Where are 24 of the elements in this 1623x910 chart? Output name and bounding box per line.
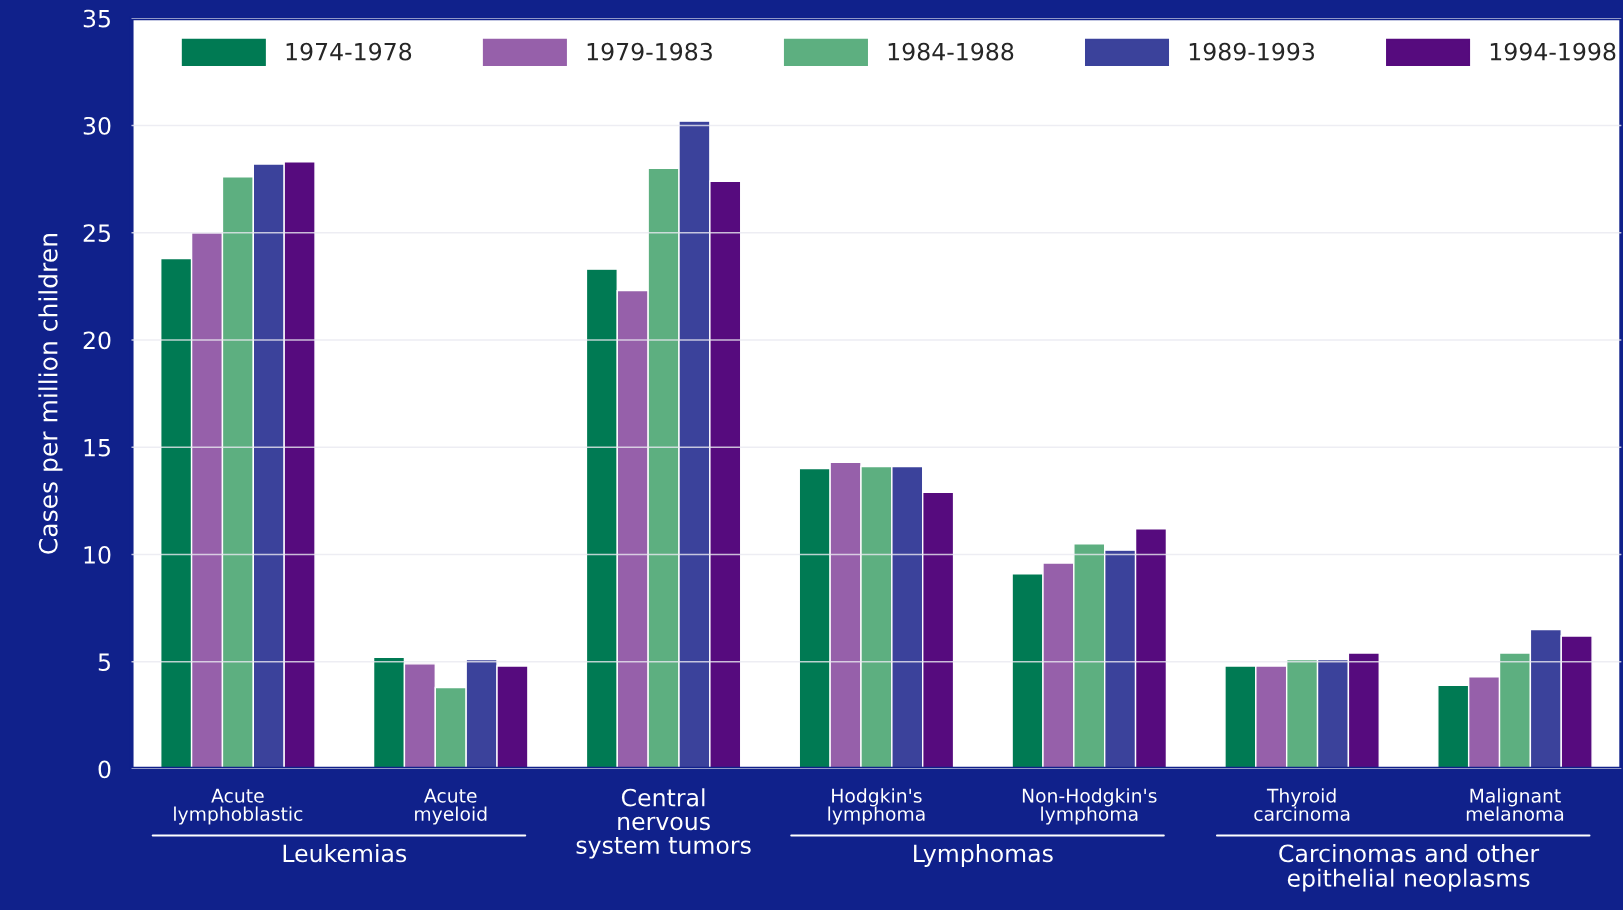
text: Lymphomas [914, 844, 1053, 867]
text: Carcinomas and other epithelial neoplasms [1279, 844, 1540, 892]
legend-label: 1989-1993 [1189, 42, 1315, 61]
y-tick-label: 35 [83, 9, 110, 28]
y-axis-title: Cases per million children [38, 234, 63, 554]
y-tick-label: 10 [84, 545, 111, 564]
legend-label: 1979-1983 [587, 42, 712, 61]
x-tick-label: Non-Hodgkin's lymphoma [1022, 788, 1157, 825]
text: Leukemias [283, 844, 407, 863]
y-tick-label: 30 [83, 116, 111, 135]
y-tick-label: 0 [98, 760, 111, 779]
y-tick-label: 25 [83, 224, 110, 243]
y-tick-label: 20 [83, 331, 111, 350]
x-tick-label: Acute myeloid [415, 788, 487, 825]
legend-label: 1994-1998 [1490, 42, 1616, 61]
x-tick-label: Acute lymphoblastic [174, 788, 303, 825]
x-tick-label: Hodgkin's lymphoma [828, 788, 925, 825]
x-tick-label: Malignant melanoma [1466, 788, 1564, 821]
x-tick-label: Thyroid carcinoma [1254, 788, 1350, 821]
y-tick-label: 15 [84, 438, 110, 457]
legend-label: 1984-1988 [888, 42, 1014, 61]
x-tick-label: Central nervous system tumors [576, 788, 751, 859]
y-tick-label: 5 [98, 653, 110, 672]
legend-label: 1974-1978 [286, 42, 412, 61]
